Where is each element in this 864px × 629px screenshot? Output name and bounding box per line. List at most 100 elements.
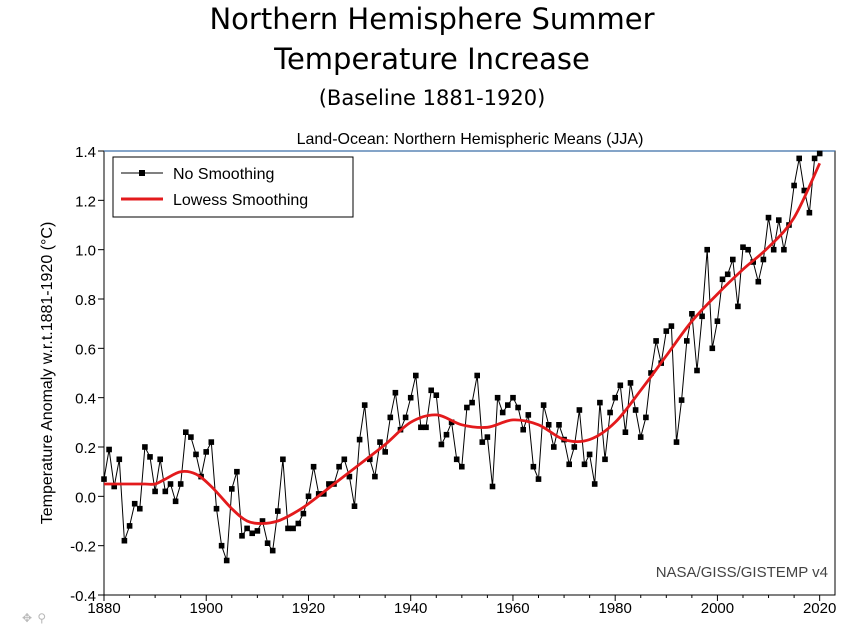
data-point [776, 217, 782, 223]
data-point [106, 446, 112, 453]
data-point [755, 278, 762, 285]
data-point [249, 530, 255, 537]
slide-subtitle: (Baseline 1881-1920) [318, 86, 546, 110]
data-point [402, 414, 409, 421]
data-point [612, 394, 618, 401]
series-lowess-smoothing [103, 162, 821, 525]
zoom-icon[interactable]: ⚲ [37, 611, 48, 625]
data-point [448, 419, 455, 426]
x-tick-label: 2000 [701, 600, 734, 617]
data-point [218, 542, 225, 549]
data-point [586, 451, 593, 458]
data-point [566, 461, 572, 468]
data-point [796, 155, 802, 162]
data-point [244, 525, 250, 532]
data-point [131, 500, 138, 507]
data-point [602, 456, 608, 463]
y-tick-label: 0.2 [75, 440, 96, 457]
data-point [801, 187, 808, 194]
y-tick-label: 0.6 [75, 341, 96, 358]
data-point [126, 523, 133, 529]
legend-raw-label: No Smoothing [173, 166, 274, 183]
data-point [269, 547, 276, 554]
chart-toolbar: ✥ ⚲ [22, 611, 47, 625]
data-point [361, 402, 368, 408]
data-point [372, 473, 378, 480]
data-point [678, 397, 685, 403]
data-point [668, 323, 675, 329]
data-point [760, 256, 767, 263]
data-point [433, 392, 440, 398]
data-point [643, 414, 649, 421]
data-point [627, 380, 634, 386]
data-point [806, 209, 813, 216]
data-point [418, 424, 424, 431]
data-point [346, 473, 353, 480]
data-point [632, 407, 639, 413]
data-point [285, 525, 291, 532]
x-tick-label: 2020 [803, 600, 836, 617]
data-point [704, 246, 710, 253]
data-point [689, 311, 695, 317]
data-point [428, 387, 434, 394]
data-point [172, 498, 179, 505]
y-axis-label: Temperature Anomaly w.r.t.1881-1920 (°C) [39, 222, 56, 525]
data-point [735, 303, 741, 310]
y-tick-label: 1.0 [75, 243, 96, 260]
data-point [392, 389, 399, 396]
data-point [719, 276, 726, 283]
data-point [162, 488, 169, 495]
data-point [545, 422, 552, 428]
data-point [781, 246, 787, 253]
data-point [116, 456, 123, 463]
data-point [653, 338, 659, 344]
data-point [811, 155, 818, 162]
data-point [341, 456, 348, 463]
y-tick-label: -0.4 [70, 588, 96, 605]
data-point [581, 461, 588, 468]
x-tick-label: 1880 [87, 600, 120, 617]
data-point [213, 505, 220, 512]
data-point [525, 412, 532, 418]
y-tick-label: 0.0 [75, 489, 96, 506]
data-point [556, 422, 562, 428]
data-point [234, 468, 240, 475]
data-point [464, 404, 470, 411]
data-point [111, 483, 117, 490]
data-point [694, 367, 700, 374]
data-point [622, 429, 629, 435]
data-point [203, 449, 209, 455]
data-point [377, 439, 383, 445]
data-point [494, 394, 501, 401]
data-point [229, 486, 235, 492]
data-point [673, 439, 680, 445]
data-point [535, 476, 542, 482]
data-point [591, 481, 598, 487]
data-point [315, 491, 322, 497]
data-point [326, 481, 332, 487]
y-tick-label: -0.2 [70, 539, 96, 556]
data-point [121, 537, 128, 544]
data-point [714, 318, 721, 324]
y-tick-label: 1.4 [75, 144, 96, 161]
y-tick-label: 0.4 [75, 391, 96, 408]
slide-title-line-2: Temperature Increase [274, 42, 590, 76]
data-point [791, 182, 797, 189]
data-point [223, 557, 230, 564]
data-point [275, 508, 281, 514]
data-point [295, 520, 302, 527]
legend-raw-marker [139, 170, 145, 176]
data-point [617, 382, 624, 389]
data-point [264, 540, 271, 546]
data-point [438, 441, 445, 448]
data-point [152, 488, 158, 495]
data-point [484, 434, 491, 440]
data-point [479, 439, 486, 445]
move-icon[interactable]: ✥ [22, 611, 34, 625]
data-point [597, 399, 603, 406]
data-point [699, 313, 705, 320]
data-point [520, 426, 526, 433]
y-tick-label: 0.8 [75, 292, 96, 309]
x-tick-label: 1900 [190, 600, 223, 617]
